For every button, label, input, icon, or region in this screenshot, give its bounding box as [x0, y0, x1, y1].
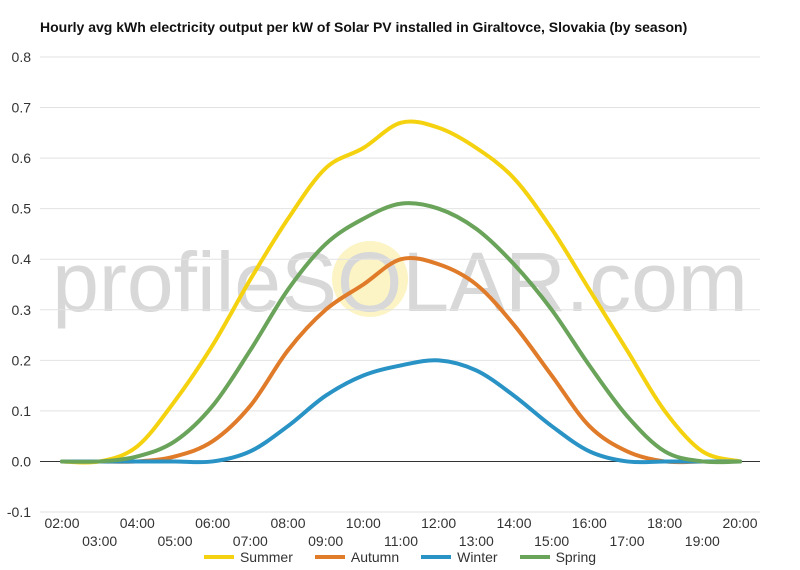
y-tick-label: 0.8: [12, 49, 32, 65]
x-tick-label: 16:00: [572, 515, 607, 531]
chart-title: Hourly avg kWh electricity output per kW…: [40, 19, 688, 35]
y-tick-label: 0.5: [12, 201, 32, 217]
legend-swatch: [314, 555, 345, 559]
x-tick-label: 07:00: [233, 533, 268, 549]
x-tick-label: 14:00: [496, 515, 531, 531]
watermark: profileSOLAR.com: [52, 235, 748, 329]
legend-item-winter[interactable]: Winter: [421, 549, 498, 565]
series-line-winter: [60, 358, 742, 465]
y-tick-label: 0.3: [12, 302, 32, 318]
y-tick-label: 0.1: [12, 403, 32, 419]
x-tick-label: 12:00: [421, 515, 456, 531]
legend-label: Spring: [555, 549, 597, 565]
y-tick-label: 0.7: [12, 100, 32, 116]
legend-swatch: [519, 555, 550, 559]
y-tick-label: 0.0: [12, 453, 32, 469]
legend-item-summer[interactable]: Summer: [203, 549, 293, 565]
x-tick-label: 11:00: [384, 533, 418, 549]
watermark-text: profileSOLAR.com: [52, 235, 748, 329]
legend-label: Autumn: [350, 549, 400, 565]
x-tick-label: 17:00: [609, 533, 644, 549]
x-tick-label: 20:00: [722, 515, 757, 531]
x-tick-label: 13:00: [459, 533, 494, 549]
series-lines: [60, 119, 742, 465]
x-tick-label: 10:00: [346, 515, 381, 531]
legend-item-autumn[interactable]: Autumn: [314, 549, 400, 565]
y-tick-label: 0.4: [12, 251, 32, 267]
legend: Summer Autumn Winter Spring: [0, 549, 800, 565]
x-tick-label: 04:00: [120, 515, 155, 531]
legend-item-spring[interactable]: Spring: [519, 549, 597, 565]
series-line-spring: [60, 201, 742, 465]
x-tick-label: 02:00: [44, 515, 79, 531]
x-axis-tick-labels: 02:00 04:00 06:00 08:00 10:00 12:00 14:00 16:00…: [44, 515, 757, 549]
y-tick-label: 0.6: [12, 150, 32, 166]
x-tick-label: 18:00: [647, 515, 682, 531]
y-tick-label: 0.2: [12, 352, 32, 368]
series-line-autumn: [60, 255, 742, 465]
x-tick-label: 09:00: [308, 533, 343, 549]
x-tick-label: 15:00: [534, 533, 569, 549]
legend-label: Summer: [239, 549, 293, 565]
x-tick-label: 19:00: [685, 533, 720, 549]
x-tick-label: 06:00: [195, 515, 230, 531]
x-tick-label: 03:00: [82, 533, 117, 549]
x-tick-label: 05:00: [157, 533, 192, 549]
legend-swatch: [203, 555, 234, 559]
x-tick-label: 08:00: [270, 515, 305, 531]
y-axis-tick-labels: -0.1 0.0 0.1 0.2 0.3 0.4 0.5 0.6 0.7 0.8: [7, 49, 31, 520]
y-tick-label: -0.1: [7, 504, 31, 520]
series-line-summer: [60, 119, 742, 465]
legend-swatch: [421, 555, 452, 559]
legend-label: Winter: [457, 549, 498, 565]
